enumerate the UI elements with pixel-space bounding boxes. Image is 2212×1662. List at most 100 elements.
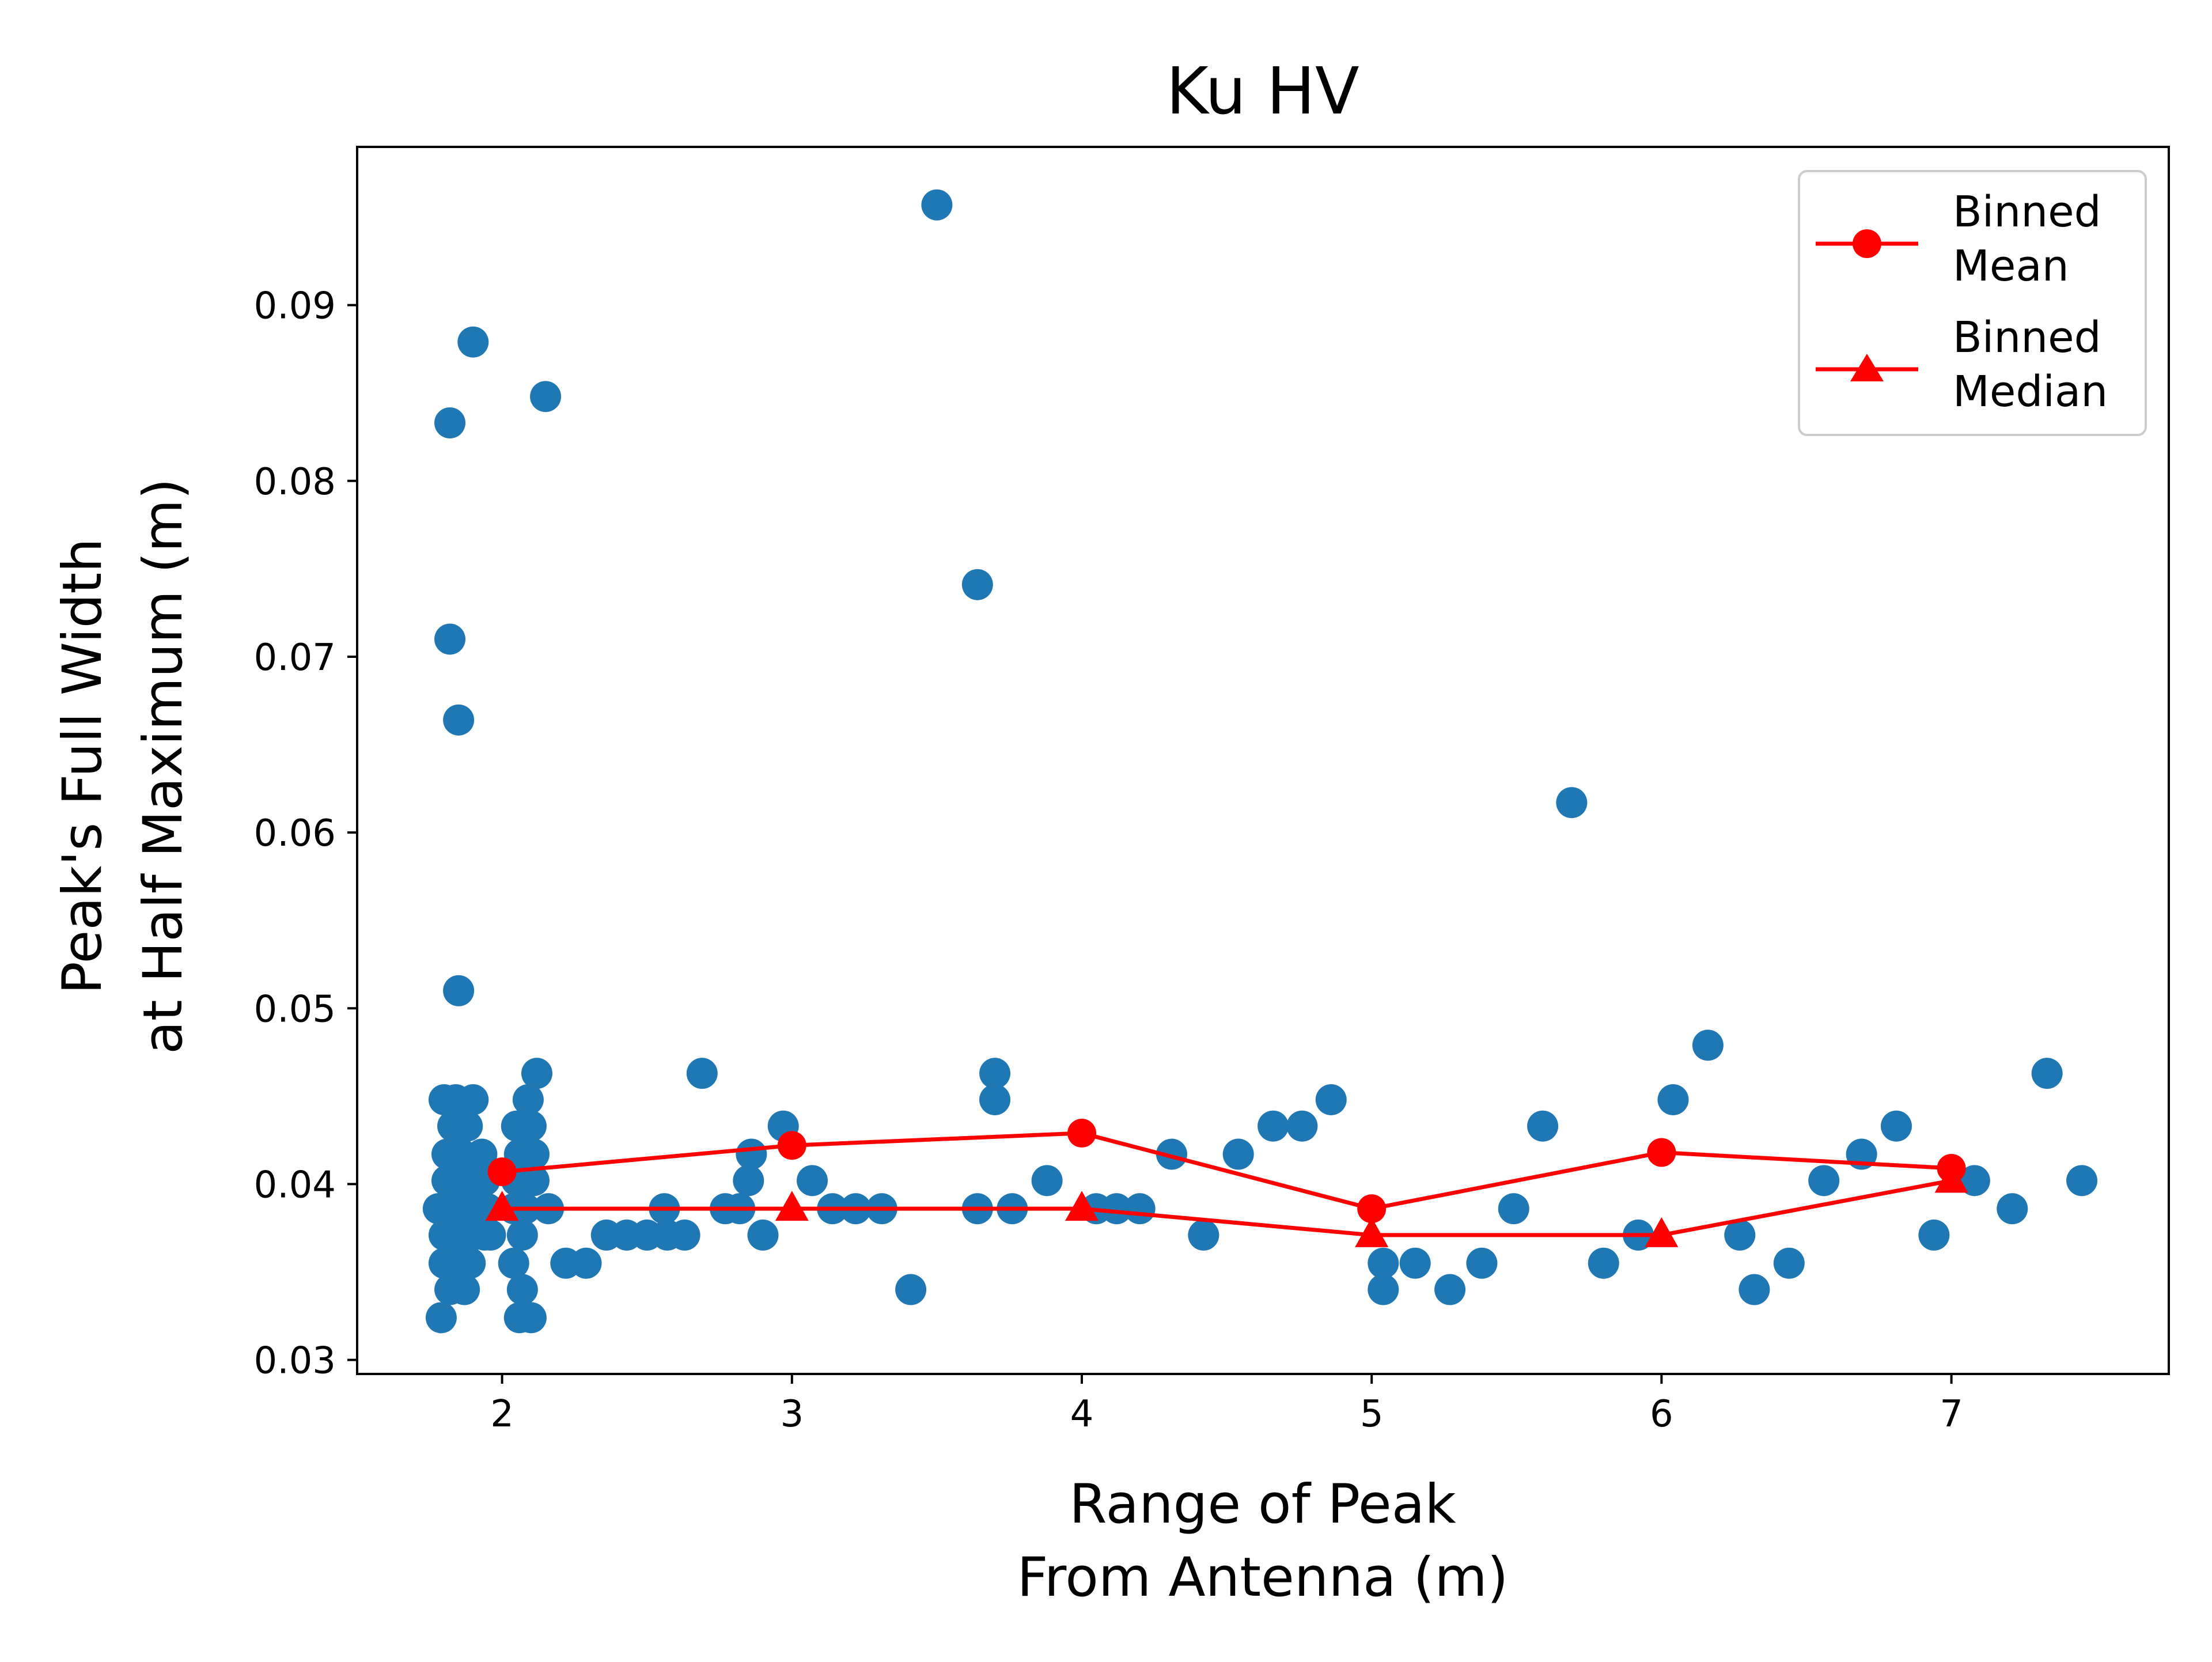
- scatter-point: [747, 1219, 779, 1251]
- scatter-point: [521, 1058, 552, 1089]
- scatter-point: [1997, 1193, 2028, 1225]
- scatter-point: [1588, 1247, 1619, 1279]
- scatter-point: [733, 1165, 764, 1197]
- scatter-point: [1738, 1274, 1770, 1305]
- y-tick-label: 0.04: [254, 1164, 336, 1206]
- chart-title: Ku HV: [1166, 54, 1359, 129]
- y-tick-label: 0.09: [254, 285, 336, 328]
- scatter-point: [1434, 1274, 1466, 1305]
- scatter-point: [475, 1219, 506, 1251]
- y-axis: 0.03 0.04 0.05 0.06 0.07 0.08 0.09: [254, 285, 357, 1383]
- scatter-point: [669, 1219, 700, 1251]
- scatter-point: [1101, 1193, 1132, 1225]
- scatter-point: [1368, 1247, 1399, 1279]
- scatter-point: [921, 189, 953, 221]
- binned-median-line: [502, 1178, 1952, 1237]
- scatter-point: [2031, 1058, 2063, 1089]
- scatter-point: [895, 1274, 927, 1305]
- scatter-points: [422, 189, 2098, 1334]
- plot-frame: [356, 146, 2170, 1375]
- scatter-point: [443, 704, 475, 736]
- scatter-point: [449, 1274, 480, 1305]
- binned-median-marker: [775, 1191, 809, 1221]
- binned-mean-marker: [1647, 1138, 1676, 1167]
- scatter-point: [506, 1274, 538, 1305]
- y-tick-label: 0.07: [254, 637, 336, 679]
- x-tick-label: 4: [1070, 1393, 1094, 1436]
- scatter-point: [1257, 1110, 1289, 1142]
- y-tick-label: 0.05: [254, 988, 336, 1031]
- scatter-point: [515, 1302, 547, 1334]
- scatter-point: [457, 326, 489, 358]
- scatter-point: [1466, 1247, 1498, 1279]
- scatter-point: [1724, 1219, 1756, 1251]
- scatter-point: [452, 1110, 483, 1142]
- legend-median-label-line-2: Median: [1953, 367, 2108, 417]
- scatter-point: [1657, 1084, 1689, 1115]
- scatter-point: [1222, 1138, 1254, 1170]
- scatter-point: [454, 1247, 486, 1279]
- x-tick-label: 3: [780, 1393, 804, 1436]
- x-tick-label: 7: [1940, 1393, 1963, 1436]
- x-tick-label: 5: [1360, 1393, 1384, 1436]
- y-axis-label: Peak's Full Width at Half Maximum (m): [51, 478, 195, 1054]
- binned-mean-line: [502, 1131, 1952, 1211]
- binned-mean-marker: [777, 1131, 806, 1160]
- legend-mean-label-line-2: Mean: [1953, 241, 2069, 291]
- x-axis: 2 3 4 5 6 7: [490, 1374, 1963, 1436]
- scatter-point: [457, 1084, 489, 1115]
- scatter-point: [466, 1138, 498, 1170]
- x-axis-label-line-2: From Antenna (m): [1017, 1546, 1509, 1609]
- scatter-point: [1399, 1247, 1431, 1279]
- scatter-point: [1286, 1110, 1318, 1142]
- scatter-point: [979, 1058, 1011, 1089]
- scatter-point: [518, 1138, 550, 1170]
- scatter-point: [1188, 1219, 1219, 1251]
- x-tick-label: 6: [1650, 1393, 1673, 1436]
- binned-median-marker: [485, 1191, 519, 1221]
- scatter-point: [443, 975, 475, 1006]
- scatter-point: [1498, 1193, 1529, 1225]
- legend-mean-marker: [1853, 229, 1881, 258]
- scatter-point: [1692, 1029, 1724, 1061]
- binned-median-marker: [1355, 1217, 1389, 1247]
- scatter-point: [1880, 1110, 1912, 1142]
- scatter-point: [736, 1138, 767, 1170]
- scatter-point: [1527, 1110, 1559, 1142]
- scatter-point: [1773, 1247, 1805, 1279]
- scatter-point: [2066, 1165, 2098, 1197]
- legend-mean-label-line-1: Binned: [1953, 187, 2101, 237]
- scatter-point: [797, 1165, 828, 1197]
- scatter-point: [434, 623, 466, 655]
- binned-series: [485, 1118, 1968, 1247]
- scatter-point: [1156, 1138, 1187, 1170]
- binned-mean-marker: [487, 1157, 517, 1187]
- y-axis-label-line-1: Peak's Full Width: [51, 538, 114, 994]
- scatter-point: [512, 1084, 544, 1115]
- scatter-point: [1808, 1165, 1840, 1197]
- x-axis-label-line-1: Range of Peak: [1069, 1473, 1456, 1536]
- x-tick-label: 2: [490, 1393, 514, 1436]
- binned-mean-marker: [1357, 1194, 1387, 1224]
- scatter-point: [518, 1165, 550, 1197]
- scatter-point: [425, 1302, 457, 1334]
- binned-median-marker: [1934, 1163, 1968, 1193]
- scatter-point: [686, 1058, 718, 1089]
- scatter-point: [570, 1247, 602, 1279]
- scatter-point: [961, 569, 993, 600]
- binned-median-marker: [1065, 1191, 1099, 1221]
- scatter-point: [498, 1247, 529, 1279]
- scatter-point: [530, 381, 562, 412]
- y-axis-label-line-2: at Half Maximum (m): [132, 478, 195, 1054]
- scatter-point: [434, 407, 466, 439]
- scatter-point: [979, 1084, 1011, 1115]
- scatter-point: [1124, 1193, 1156, 1225]
- y-tick-label: 0.08: [254, 461, 336, 503]
- scatter-point: [515, 1110, 547, 1142]
- scatter-point: [1959, 1165, 1990, 1197]
- legend-median-label-line-1: Binned: [1953, 313, 2101, 362]
- scatter-point: [506, 1219, 538, 1251]
- legend-median-marker: [1850, 354, 1884, 381]
